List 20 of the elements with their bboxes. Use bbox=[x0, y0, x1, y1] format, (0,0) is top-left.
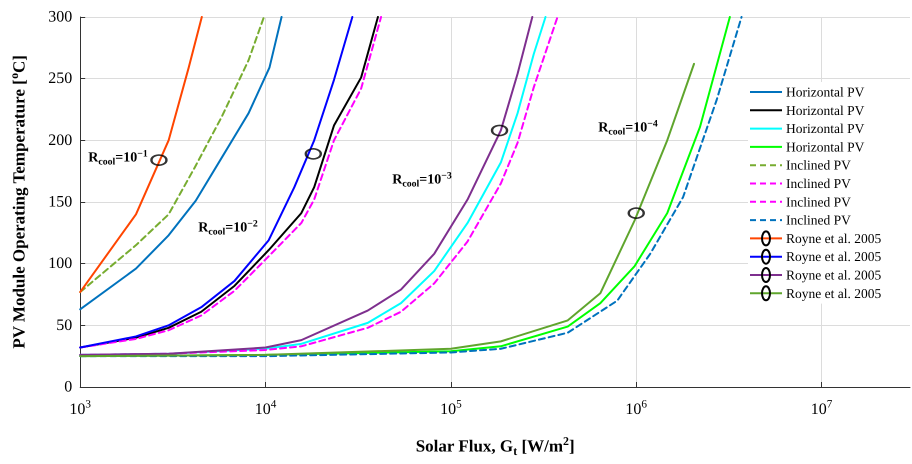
legend-label: Inclined PV bbox=[786, 194, 852, 210]
legend-label: Royne et al. 2005 bbox=[786, 230, 882, 246]
y-axis-title: PV Module Operating Temperature [oC] bbox=[7, 55, 29, 349]
y-tick-label: 50 bbox=[56, 316, 72, 334]
y-tick-label: 0 bbox=[64, 378, 72, 396]
legend-label: Royne et al. 2005 bbox=[786, 268, 882, 282]
y-tick-label: 150 bbox=[48, 194, 72, 210]
y-tick-label: 300 bbox=[48, 8, 72, 26]
legend-label: Royne et al. 2005 bbox=[786, 249, 882, 264]
legend-label: Royne et al. 2005 bbox=[786, 286, 882, 301]
legend-label: Horizontal PV bbox=[786, 121, 865, 136]
legend-label: Inclined PV bbox=[786, 176, 852, 191]
legend-label: Horizontal PV bbox=[786, 139, 865, 154]
legend-label: Horizontal PV bbox=[786, 84, 865, 100]
legend-label: Inclined PV bbox=[786, 158, 852, 173]
legend-label: Inclined PV bbox=[786, 212, 852, 228]
y-tick-label: 200 bbox=[48, 132, 72, 149]
legend-label: Horizontal PV bbox=[786, 102, 865, 118]
y-tick-label: 100 bbox=[48, 255, 72, 272]
y-tick-label: 250 bbox=[48, 70, 72, 88]
